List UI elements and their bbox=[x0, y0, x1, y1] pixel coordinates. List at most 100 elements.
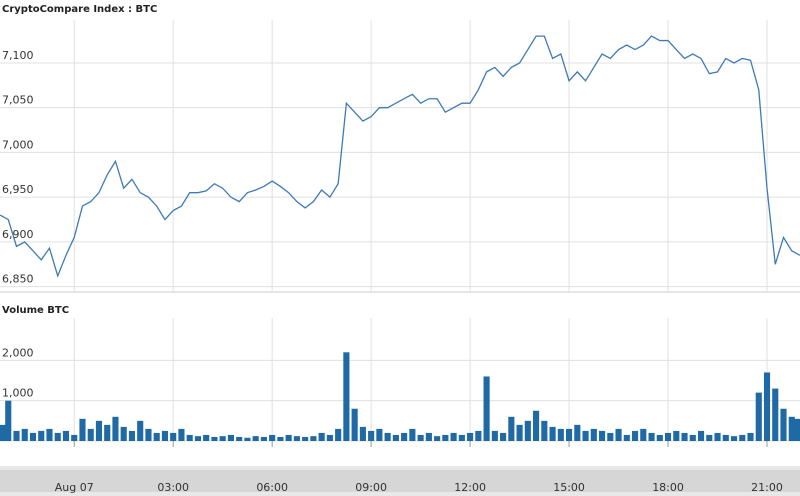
volume-bar bbox=[500, 432, 507, 441]
volume-bar bbox=[648, 432, 655, 441]
volume-bar bbox=[475, 430, 482, 441]
volume-bar bbox=[236, 436, 243, 441]
volume-bar bbox=[326, 434, 333, 441]
volume-bar bbox=[186, 434, 193, 441]
volume-bar bbox=[442, 434, 449, 441]
volume-bar bbox=[38, 430, 45, 441]
volume-bar bbox=[71, 434, 78, 441]
volume-bar bbox=[227, 434, 234, 441]
volume-bar bbox=[730, 436, 738, 441]
volume-bar bbox=[293, 436, 300, 441]
volume-bar bbox=[244, 437, 251, 441]
volume-bar bbox=[194, 436, 201, 441]
volume-bar bbox=[640, 428, 647, 441]
volume-bar bbox=[434, 436, 441, 441]
volume-bar bbox=[219, 436, 226, 441]
y-tick-label: 6,900 bbox=[2, 228, 34, 241]
x-tick-label: 15:00 bbox=[553, 481, 585, 494]
volume-bar bbox=[29, 432, 37, 441]
volume-bar bbox=[623, 434, 630, 441]
volume-bar bbox=[318, 432, 325, 441]
volume-bar bbox=[681, 432, 688, 441]
volume-title: Volume BTC bbox=[2, 305, 69, 316]
volume-bar bbox=[491, 430, 498, 441]
volume-bar bbox=[656, 434, 663, 441]
volume-bar bbox=[549, 426, 556, 441]
volume-bar bbox=[450, 432, 457, 441]
volume-bar bbox=[13, 430, 20, 441]
volume-bar bbox=[458, 434, 465, 441]
volume-bar bbox=[384, 432, 391, 441]
volume-bar bbox=[21, 428, 28, 441]
volume-bar bbox=[747, 432, 754, 441]
volume-bar bbox=[714, 432, 721, 441]
y-tick-label: 2,000 bbox=[2, 346, 34, 359]
volume-bar bbox=[211, 436, 218, 441]
volume-bar bbox=[793, 418, 800, 441]
volume-bar bbox=[46, 428, 53, 441]
volume-bar bbox=[351, 408, 358, 441]
volume-bar bbox=[153, 432, 160, 441]
volume-bar bbox=[62, 430, 70, 441]
volume-bar bbox=[755, 392, 762, 441]
volume-bar bbox=[541, 420, 548, 441]
price-line bbox=[0, 35, 800, 278]
volume-bar bbox=[95, 420, 103, 441]
volume-bar bbox=[780, 408, 787, 441]
volume-bar bbox=[392, 434, 399, 441]
volume-bar bbox=[335, 428, 342, 441]
x-tick-label: Aug 07 bbox=[55, 481, 94, 494]
volume-bar bbox=[788, 416, 795, 441]
x-tick-label: 21:00 bbox=[751, 481, 783, 494]
volume-bar bbox=[260, 436, 267, 441]
volume-bar bbox=[697, 430, 705, 441]
volume-bar bbox=[566, 428, 573, 441]
chart-title: CryptoCompare Index : BTC bbox=[2, 4, 157, 15]
volume-bar bbox=[145, 428, 152, 441]
y-tick-label: 7,100 bbox=[2, 49, 34, 62]
volume-bar bbox=[631, 430, 639, 441]
volume-bar bbox=[533, 410, 540, 441]
volume-bar bbox=[689, 434, 696, 441]
volume-bar bbox=[5, 400, 12, 441]
volume-bar bbox=[483, 376, 490, 441]
volume-bar bbox=[557, 428, 564, 441]
y-tick-label: 7,050 bbox=[2, 94, 34, 107]
x-tick-label: 03:00 bbox=[157, 481, 189, 494]
volume-bar bbox=[409, 428, 416, 441]
volume-bar bbox=[285, 434, 292, 441]
x-tick-label: 06:00 bbox=[256, 481, 288, 494]
x-tick-label: 18:00 bbox=[652, 481, 684, 494]
volume-bar bbox=[590, 428, 597, 441]
volume-bar bbox=[170, 432, 177, 441]
y-tick-label: 1,000 bbox=[2, 387, 34, 400]
navigator-window[interactable] bbox=[0, 470, 800, 492]
volume-bar bbox=[112, 416, 119, 441]
volume-bar bbox=[343, 352, 350, 441]
volume-bar bbox=[104, 424, 111, 441]
volume-bar bbox=[574, 424, 581, 441]
volume-bar bbox=[203, 434, 210, 441]
volume-bar bbox=[269, 434, 276, 441]
volume-bar bbox=[376, 428, 383, 441]
volume-bar bbox=[368, 430, 375, 441]
volume-bar bbox=[739, 434, 746, 441]
volume-bar bbox=[516, 424, 523, 441]
volume-bar bbox=[467, 432, 474, 441]
y-tick-label: 7,000 bbox=[2, 138, 34, 151]
volume-bar bbox=[137, 420, 144, 441]
volume-bar bbox=[120, 426, 127, 441]
volume-bar bbox=[508, 416, 515, 441]
volume-bar bbox=[607, 432, 614, 441]
volume-bar bbox=[277, 436, 284, 441]
volume-bar bbox=[87, 428, 94, 441]
volume-bar bbox=[722, 434, 729, 441]
volume-bar bbox=[128, 430, 136, 441]
volume-bar bbox=[772, 388, 779, 441]
volume-bar bbox=[401, 432, 408, 441]
volume-bar bbox=[0, 424, 7, 441]
volume-bar bbox=[706, 434, 713, 441]
volume-bar bbox=[582, 430, 589, 441]
volume-bar bbox=[310, 436, 317, 441]
